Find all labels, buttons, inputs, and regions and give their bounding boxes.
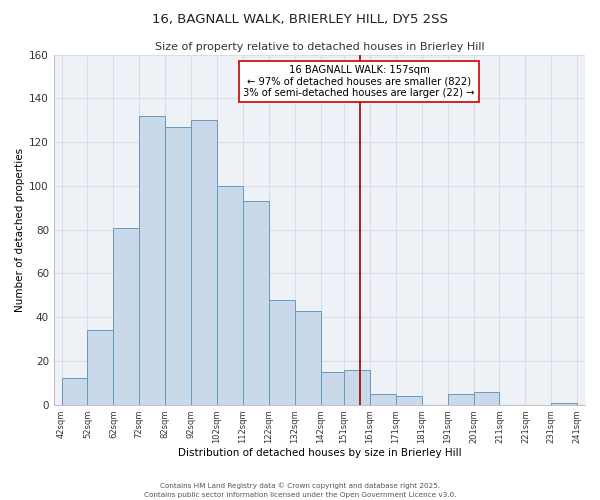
Bar xyxy=(62,378,88,404)
Text: 16, BAGNALL WALK, BRIERLEY HILL, DY5 2SS: 16, BAGNALL WALK, BRIERLEY HILL, DY5 2SS xyxy=(152,12,448,26)
Bar xyxy=(88,330,113,404)
Bar xyxy=(344,370,370,404)
Bar xyxy=(191,120,217,405)
Bar xyxy=(113,228,139,404)
Text: Contains public sector information licensed under the Open Government Licence v3: Contains public sector information licen… xyxy=(144,492,456,498)
Bar xyxy=(320,372,344,404)
Text: 16 BAGNALL WALK: 157sqm
← 97% of detached houses are smaller (822)
3% of semi-de: 16 BAGNALL WALK: 157sqm ← 97% of detache… xyxy=(244,65,475,98)
Bar xyxy=(370,394,396,404)
Bar xyxy=(269,300,295,405)
Text: Contains HM Land Registry data © Crown copyright and database right 2025.: Contains HM Land Registry data © Crown c… xyxy=(160,482,440,489)
Bar xyxy=(295,310,320,404)
Bar xyxy=(551,402,577,404)
Bar xyxy=(139,116,165,405)
Title: Size of property relative to detached houses in Brierley Hill: Size of property relative to detached ho… xyxy=(155,42,484,52)
Bar xyxy=(217,186,243,404)
Bar xyxy=(165,127,191,404)
X-axis label: Distribution of detached houses by size in Brierley Hill: Distribution of detached houses by size … xyxy=(178,448,461,458)
Bar xyxy=(448,394,473,404)
Bar xyxy=(396,396,422,404)
Y-axis label: Number of detached properties: Number of detached properties xyxy=(15,148,25,312)
Bar xyxy=(473,392,499,404)
Bar xyxy=(243,202,269,404)
